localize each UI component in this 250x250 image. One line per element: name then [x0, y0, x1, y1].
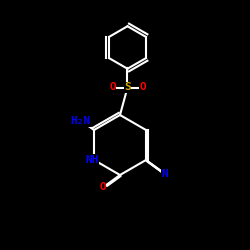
Text: O: O	[109, 82, 116, 92]
Text: N: N	[161, 169, 168, 179]
Text: H₂N: H₂N	[70, 116, 90, 126]
Text: NH: NH	[85, 155, 99, 165]
Text: O: O	[99, 182, 106, 192]
Text: S: S	[124, 82, 131, 92]
Text: O: O	[139, 82, 146, 92]
